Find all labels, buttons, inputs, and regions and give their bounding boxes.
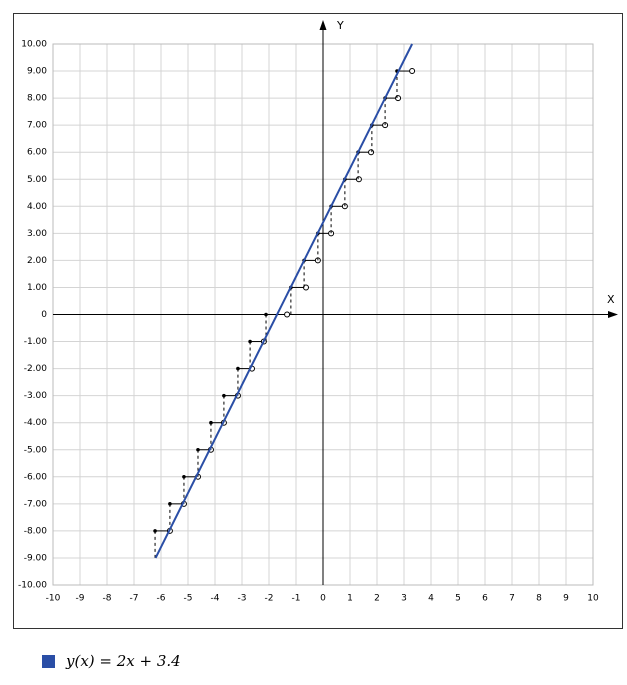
legend-swatch	[42, 654, 55, 668]
x-tick-label: 3	[401, 594, 407, 604]
y-tick-label: -6.00	[24, 472, 48, 482]
x-tick-label: -10	[46, 594, 61, 604]
step-end	[284, 311, 291, 318]
x-tick-label: -2	[265, 594, 274, 604]
y-axis-arrow	[319, 20, 327, 30]
step-start	[248, 339, 252, 344]
function-line	[154, 43, 413, 559]
y-tick-label: 9.00	[27, 67, 47, 77]
x-tick-label: 8	[536, 594, 542, 604]
legend: y(x) = 2x + 3.4	[42, 652, 181, 670]
y-tick-label: 6.00	[27, 148, 47, 158]
x-tick-label: 4	[428, 594, 434, 604]
x-tick-label: -6	[157, 594, 166, 604]
y-tick-label: -3.00	[24, 391, 48, 401]
y-tick-label: 7.00	[27, 121, 47, 131]
step-end	[395, 95, 402, 102]
y-tick-label: -8.00	[24, 526, 48, 536]
y-tick-label: 0	[41, 310, 47, 320]
y-tick-label: -5.00	[24, 445, 48, 455]
x-tick-label: -4	[211, 594, 220, 604]
step-start	[264, 312, 268, 317]
x-tick-label: 2	[374, 594, 380, 604]
x-tick-label: -3	[238, 594, 247, 604]
x-tick-label: -5	[184, 594, 193, 604]
step-start	[153, 529, 157, 533]
y-tick-label: 3.00	[27, 229, 47, 239]
legend-label: y(x) = 2x + 3.4	[66, 652, 181, 670]
y-tick-label: -7.00	[24, 499, 48, 509]
step-start	[168, 502, 172, 506]
y-tick-label: -9.00	[24, 553, 48, 563]
step-end	[409, 68, 416, 75]
step-start	[182, 475, 186, 479]
x-axis-label: X	[607, 293, 615, 306]
y-tick-label: -10.00	[18, 581, 47, 591]
x-tick-label: -8	[103, 594, 112, 604]
step-start	[196, 447, 200, 452]
y-tick-label: 5.00	[27, 175, 47, 185]
y-axis-label: Y	[336, 19, 344, 32]
step-start	[222, 393, 226, 398]
y-tick-label: 8.00	[27, 94, 47, 104]
step-end	[368, 149, 375, 156]
x-tick-label: -7	[130, 594, 139, 604]
x-tick-label: 5	[455, 594, 461, 604]
step-start	[236, 366, 240, 371]
y-tick-label: -1.00	[24, 337, 48, 347]
x-axis-arrow	[608, 311, 618, 318]
y-tick-label: -2.00	[24, 364, 48, 374]
y-tick-label: 4.00	[27, 202, 47, 212]
x-tick-label: 1	[347, 594, 353, 604]
x-tick-label: 9	[563, 594, 569, 604]
y-tick-label: -4.00	[24, 418, 48, 428]
x-tick-label: 0	[320, 594, 326, 604]
x-tick-label: 6	[482, 594, 488, 604]
x-tick-label: 10	[587, 594, 599, 604]
x-tick-label: 7	[509, 594, 515, 604]
y-tick-label: 1.00	[27, 283, 47, 293]
step-end	[302, 284, 309, 291]
x-tick-label: -9	[76, 594, 85, 604]
step-start	[209, 420, 213, 425]
step-end	[355, 176, 362, 183]
frame	[13, 13, 623, 629]
x-tick-label: -1	[292, 594, 301, 604]
y-tick-label: 10.00	[21, 40, 47, 50]
y-tick-label: 2.00	[27, 256, 47, 266]
